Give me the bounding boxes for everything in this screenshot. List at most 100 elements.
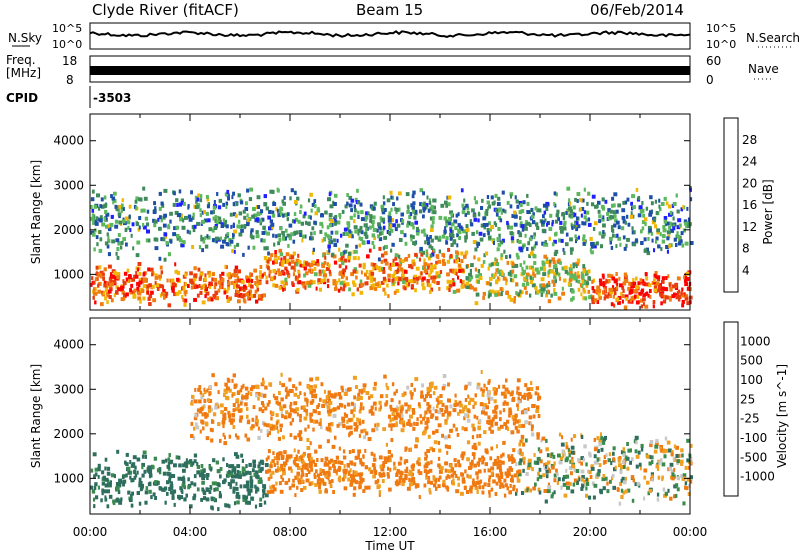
echo-cell <box>398 238 403 242</box>
echo-cell <box>444 420 448 425</box>
echo-cell <box>612 451 615 456</box>
echo-cell <box>320 278 324 283</box>
echo-cell <box>288 466 292 471</box>
echo-cell <box>194 205 199 210</box>
echo-cell <box>524 233 527 238</box>
echo-cell <box>125 462 129 467</box>
echo-cell <box>394 207 397 212</box>
echo-cell <box>431 252 435 257</box>
echo-cell <box>445 223 448 228</box>
echo-cell <box>138 271 142 276</box>
echo-cell <box>141 279 144 284</box>
echo-cell <box>350 272 354 277</box>
echo-cell <box>543 462 546 467</box>
echo-cell <box>430 460 433 465</box>
echo-cell <box>445 475 448 480</box>
echo-cell <box>322 253 325 258</box>
echo-cell <box>587 217 591 222</box>
echo-cell <box>241 395 245 400</box>
echo-cell <box>533 235 536 240</box>
echo-cell <box>104 241 109 246</box>
echo-cell <box>158 206 162 211</box>
echo-cell <box>278 248 283 253</box>
echo-cell <box>284 480 289 485</box>
echo-cell <box>352 283 357 287</box>
echo-cell <box>176 203 179 207</box>
echo-cell <box>347 418 352 423</box>
echo-cell <box>353 204 356 209</box>
echo-cell <box>401 273 405 278</box>
echo-cell <box>477 279 480 284</box>
echo-cell <box>136 457 141 462</box>
echo-cell <box>456 251 460 256</box>
echo-cell <box>669 287 673 292</box>
echo-cell <box>488 475 491 480</box>
x-tick-label: 20:00 <box>573 525 608 539</box>
echo-cell <box>212 412 217 417</box>
echo-cell <box>603 296 606 301</box>
echo-cell <box>649 455 652 460</box>
echo-cell <box>544 499 548 504</box>
echo-cell <box>165 458 168 463</box>
echo-cell <box>303 211 307 216</box>
echo-cell <box>332 281 336 286</box>
echo-cell <box>212 272 215 277</box>
echo-cell <box>295 407 300 412</box>
echo-cell <box>267 257 272 262</box>
echo-cell <box>344 388 348 393</box>
echo-cell <box>526 193 529 198</box>
echo-cell <box>383 235 388 240</box>
echo-cell <box>327 422 331 427</box>
echo-cell <box>204 294 207 299</box>
echo-cell <box>450 229 454 234</box>
echo-cell <box>686 206 689 211</box>
echo-cell <box>393 290 397 295</box>
echo-cell <box>282 234 286 239</box>
echo-cell <box>380 204 385 209</box>
echo-cell <box>462 205 466 210</box>
echo-cell <box>585 493 588 498</box>
echo-cell <box>500 475 504 479</box>
echo-cell <box>338 402 342 407</box>
echo-cell <box>295 454 298 459</box>
echo-cell <box>506 223 510 228</box>
echo-cell <box>166 278 169 283</box>
echo-cell <box>179 217 184 222</box>
echo-cell <box>203 210 206 214</box>
echo-cell <box>662 299 667 304</box>
echo-cell <box>537 447 541 452</box>
echo-cell <box>363 262 366 267</box>
echo-cell <box>163 213 167 218</box>
echo-cell <box>154 246 159 251</box>
echo-cell <box>532 212 535 217</box>
echo-cell <box>212 205 217 210</box>
echo-cell <box>631 226 634 231</box>
echo-cell <box>181 243 185 248</box>
echo-cell <box>634 449 638 454</box>
echo-cell <box>437 401 440 405</box>
echo-cell <box>153 223 157 228</box>
echo-cell <box>469 397 473 402</box>
echo-cell <box>450 467 455 472</box>
echo-cell <box>245 275 249 280</box>
echo-cell <box>271 470 275 475</box>
echo-cell <box>238 474 242 479</box>
echo-cell <box>369 217 373 222</box>
echo-cell <box>651 477 654 482</box>
echo-cell <box>90 282 93 287</box>
echo-cell <box>334 193 338 198</box>
echo-cell <box>546 283 549 288</box>
echo-cell <box>400 276 403 281</box>
echo-cell <box>450 212 453 217</box>
echo-cell <box>200 222 203 226</box>
echo-cell <box>689 295 693 300</box>
echo-cell <box>676 276 681 281</box>
echo-cell <box>255 393 259 398</box>
echo-cell <box>524 420 528 425</box>
echo-cell <box>488 204 491 209</box>
echo-cell <box>191 215 195 220</box>
colorbar-tick: 28 <box>742 133 757 147</box>
echo-cell <box>614 465 617 470</box>
echo-cell <box>382 225 386 230</box>
echo-cell <box>341 388 344 393</box>
